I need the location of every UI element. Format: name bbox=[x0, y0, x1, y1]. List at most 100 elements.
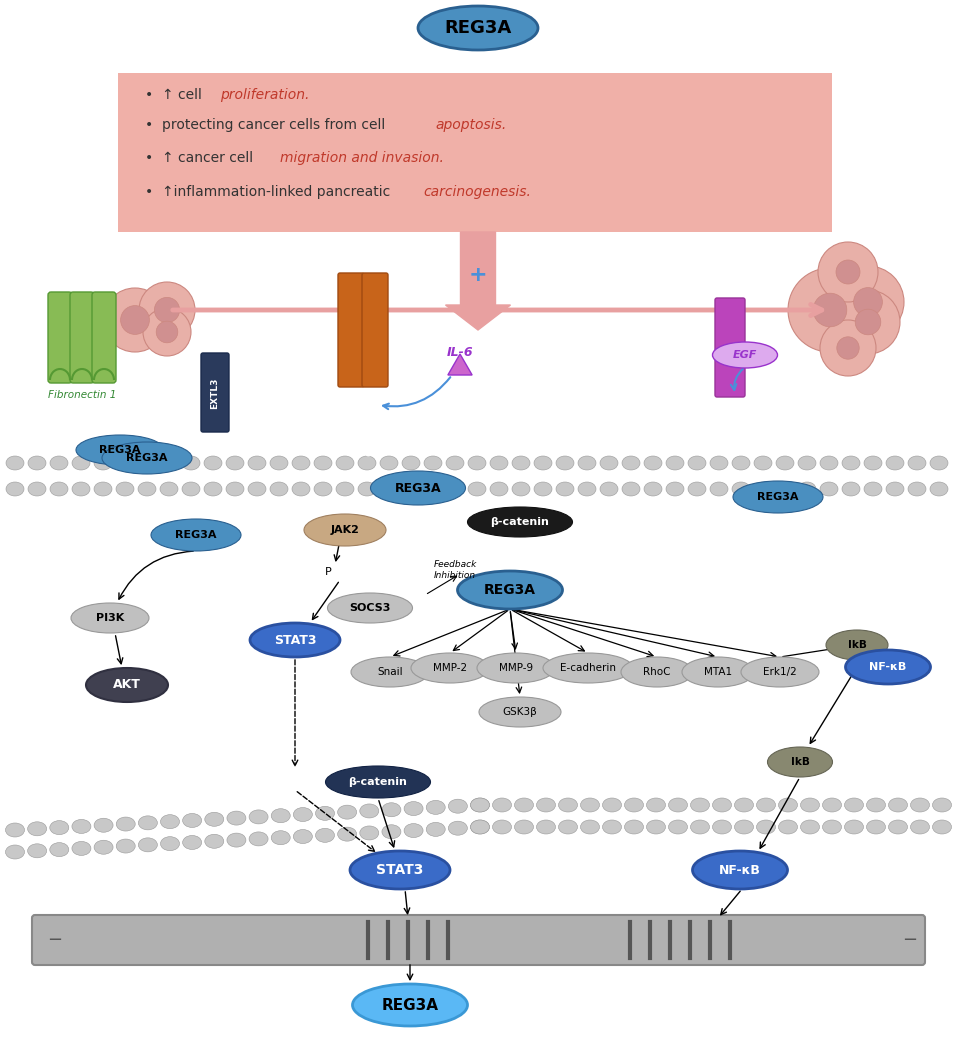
Ellipse shape bbox=[72, 456, 90, 470]
Ellipse shape bbox=[822, 820, 841, 834]
Circle shape bbox=[103, 288, 167, 352]
FancyBboxPatch shape bbox=[92, 292, 116, 383]
Ellipse shape bbox=[471, 820, 489, 834]
Ellipse shape bbox=[94, 840, 113, 854]
Ellipse shape bbox=[116, 817, 135, 831]
Ellipse shape bbox=[370, 471, 465, 505]
Text: migration and invasion.: migration and invasion. bbox=[280, 151, 444, 165]
Ellipse shape bbox=[76, 435, 164, 465]
Ellipse shape bbox=[581, 820, 599, 834]
Circle shape bbox=[856, 309, 880, 334]
Ellipse shape bbox=[826, 630, 888, 660]
Ellipse shape bbox=[94, 482, 112, 496]
Ellipse shape bbox=[888, 798, 907, 812]
Text: REG3A: REG3A bbox=[100, 445, 141, 455]
Ellipse shape bbox=[732, 456, 750, 470]
Ellipse shape bbox=[756, 820, 775, 834]
Ellipse shape bbox=[338, 827, 357, 842]
Text: MTA1: MTA1 bbox=[704, 667, 732, 677]
Ellipse shape bbox=[864, 456, 882, 470]
FancyBboxPatch shape bbox=[715, 298, 745, 397]
Ellipse shape bbox=[226, 482, 244, 496]
Ellipse shape bbox=[183, 813, 202, 828]
Ellipse shape bbox=[534, 482, 552, 496]
Ellipse shape bbox=[271, 809, 290, 823]
Ellipse shape bbox=[424, 456, 442, 470]
Ellipse shape bbox=[490, 456, 508, 470]
Ellipse shape bbox=[578, 482, 596, 496]
Ellipse shape bbox=[888, 820, 907, 834]
Ellipse shape bbox=[754, 482, 772, 496]
Ellipse shape bbox=[304, 514, 386, 546]
Text: EXTL3: EXTL3 bbox=[211, 377, 219, 409]
Ellipse shape bbox=[493, 820, 511, 834]
Text: REG3A: REG3A bbox=[175, 530, 216, 540]
Text: P: P bbox=[324, 567, 331, 577]
Text: Feedback
Inhibition: Feedback Inhibition bbox=[434, 561, 477, 580]
Ellipse shape bbox=[360, 826, 379, 839]
Ellipse shape bbox=[205, 834, 224, 848]
Ellipse shape bbox=[72, 820, 91, 833]
Circle shape bbox=[836, 336, 859, 359]
Ellipse shape bbox=[360, 804, 379, 817]
Ellipse shape bbox=[28, 456, 46, 470]
Ellipse shape bbox=[798, 482, 816, 496]
Ellipse shape bbox=[161, 836, 180, 851]
Ellipse shape bbox=[842, 482, 860, 496]
Ellipse shape bbox=[160, 482, 178, 496]
Circle shape bbox=[139, 282, 195, 339]
Ellipse shape bbox=[625, 798, 643, 812]
Ellipse shape bbox=[139, 815, 157, 830]
Ellipse shape bbox=[325, 766, 431, 798]
Ellipse shape bbox=[666, 482, 684, 496]
Ellipse shape bbox=[248, 456, 266, 470]
Ellipse shape bbox=[350, 851, 450, 889]
Ellipse shape bbox=[732, 482, 750, 496]
Ellipse shape bbox=[116, 839, 135, 853]
Ellipse shape bbox=[691, 820, 709, 834]
Text: −: − bbox=[48, 931, 62, 949]
Ellipse shape bbox=[625, 820, 643, 834]
Ellipse shape bbox=[693, 851, 788, 889]
Ellipse shape bbox=[768, 747, 833, 777]
Text: β-catenin: β-catenin bbox=[491, 517, 549, 527]
Text: IL-6: IL-6 bbox=[447, 346, 474, 358]
Circle shape bbox=[836, 260, 860, 284]
Text: GSK3β: GSK3β bbox=[502, 707, 538, 717]
Ellipse shape bbox=[6, 482, 24, 496]
Ellipse shape bbox=[50, 456, 68, 470]
Ellipse shape bbox=[647, 820, 665, 834]
Ellipse shape bbox=[449, 822, 467, 835]
Ellipse shape bbox=[71, 603, 149, 633]
FancyBboxPatch shape bbox=[118, 73, 832, 232]
Ellipse shape bbox=[756, 798, 775, 812]
Text: GP130: GP130 bbox=[366, 423, 374, 456]
Ellipse shape bbox=[316, 806, 335, 821]
Ellipse shape bbox=[402, 482, 420, 496]
Ellipse shape bbox=[512, 482, 530, 496]
Ellipse shape bbox=[537, 820, 555, 834]
Ellipse shape bbox=[50, 821, 69, 834]
Ellipse shape bbox=[622, 482, 640, 496]
Ellipse shape bbox=[477, 653, 555, 683]
Ellipse shape bbox=[822, 798, 841, 812]
Ellipse shape bbox=[6, 456, 24, 470]
FancyBboxPatch shape bbox=[338, 272, 364, 387]
Ellipse shape bbox=[644, 456, 662, 470]
Text: SOCS3: SOCS3 bbox=[349, 603, 390, 613]
Ellipse shape bbox=[358, 482, 376, 496]
Ellipse shape bbox=[713, 820, 731, 834]
Ellipse shape bbox=[352, 984, 468, 1026]
Ellipse shape bbox=[778, 820, 797, 834]
Ellipse shape bbox=[798, 456, 816, 470]
Circle shape bbox=[154, 298, 180, 323]
Ellipse shape bbox=[138, 456, 156, 470]
Ellipse shape bbox=[866, 820, 885, 834]
Text: REG3A: REG3A bbox=[757, 492, 799, 502]
Ellipse shape bbox=[205, 812, 224, 826]
Ellipse shape bbox=[358, 456, 376, 470]
Ellipse shape bbox=[94, 456, 112, 470]
Ellipse shape bbox=[471, 798, 489, 812]
Ellipse shape bbox=[227, 833, 246, 847]
Text: REG3A: REG3A bbox=[484, 583, 536, 597]
